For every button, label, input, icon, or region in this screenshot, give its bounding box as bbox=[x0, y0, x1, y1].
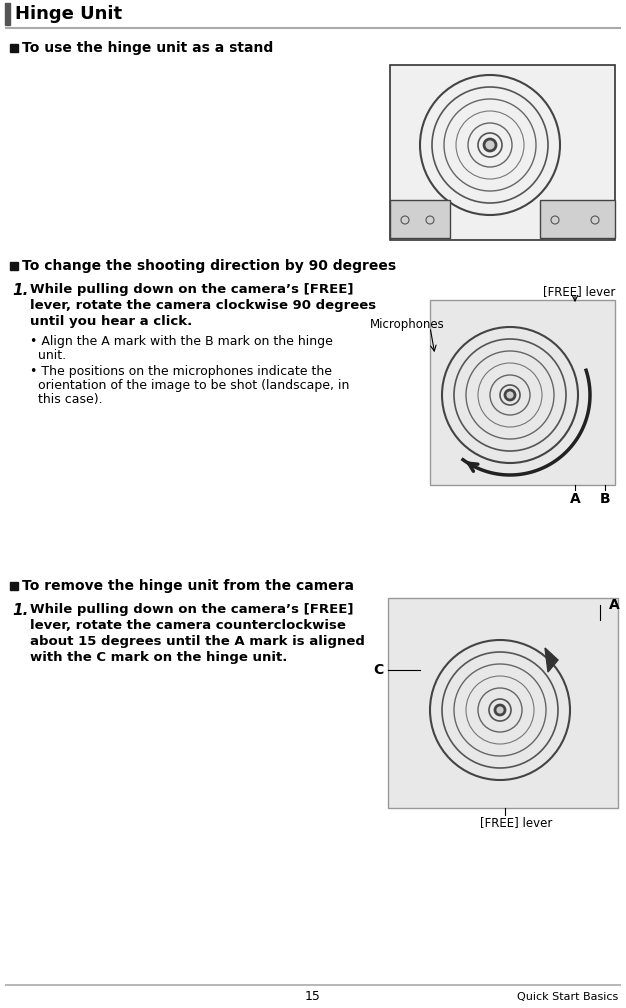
Text: with the C mark on the hinge unit.: with the C mark on the hinge unit. bbox=[30, 651, 287, 664]
Text: 15: 15 bbox=[305, 991, 321, 1004]
Bar bbox=[10, 44, 18, 52]
Text: A: A bbox=[570, 492, 580, 506]
Bar bbox=[5, 3, 10, 25]
Text: [FREE] lever: [FREE] lever bbox=[480, 816, 552, 829]
Text: Microphones: Microphones bbox=[370, 318, 444, 331]
Text: A: A bbox=[608, 598, 619, 612]
Bar bbox=[10, 582, 18, 590]
Text: To remove the hinge unit from the camera: To remove the hinge unit from the camera bbox=[22, 579, 354, 593]
Bar bbox=[10, 262, 18, 270]
Polygon shape bbox=[540, 200, 615, 238]
Text: about 15 degrees until the A mark is aligned: about 15 degrees until the A mark is ali… bbox=[30, 635, 365, 648]
Polygon shape bbox=[545, 648, 558, 672]
Circle shape bbox=[484, 139, 496, 151]
Polygon shape bbox=[390, 65, 615, 240]
Text: C: C bbox=[373, 663, 383, 677]
Text: While pulling down on the camera’s [FREE]: While pulling down on the camera’s [FREE… bbox=[30, 283, 354, 296]
Text: While pulling down on the camera’s [FREE]: While pulling down on the camera’s [FREE… bbox=[30, 603, 354, 616]
Text: 1.: 1. bbox=[12, 603, 28, 618]
Text: To change the shooting direction by 90 degrees: To change the shooting direction by 90 d… bbox=[22, 259, 396, 273]
Text: lever, rotate the camera counterclockwise: lever, rotate the camera counterclockwis… bbox=[30, 619, 346, 632]
Circle shape bbox=[505, 390, 515, 400]
Text: B: B bbox=[600, 492, 610, 506]
Text: To use the hinge unit as a stand: To use the hinge unit as a stand bbox=[22, 41, 274, 55]
Text: orientation of the image to be shot (landscape, in: orientation of the image to be shot (lan… bbox=[38, 379, 349, 392]
Text: lever, rotate the camera clockwise 90 degrees: lever, rotate the camera clockwise 90 de… bbox=[30, 299, 376, 312]
Text: • Align the A mark with the B mark on the hinge: • Align the A mark with the B mark on th… bbox=[30, 335, 333, 348]
Text: 1.: 1. bbox=[12, 283, 28, 298]
Text: Quick Start Basics: Quick Start Basics bbox=[516, 992, 618, 1002]
Text: • The positions on the microphones indicate the: • The positions on the microphones indic… bbox=[30, 365, 332, 378]
Circle shape bbox=[495, 705, 505, 715]
Text: [FREE] lever: [FREE] lever bbox=[543, 285, 615, 298]
FancyBboxPatch shape bbox=[370, 55, 610, 240]
Text: this case).: this case). bbox=[38, 393, 103, 406]
Text: unit.: unit. bbox=[38, 349, 66, 362]
FancyBboxPatch shape bbox=[388, 598, 618, 808]
FancyBboxPatch shape bbox=[430, 300, 615, 485]
Text: until you hear a click.: until you hear a click. bbox=[30, 314, 192, 328]
Text: Hinge Unit: Hinge Unit bbox=[15, 5, 122, 23]
Polygon shape bbox=[390, 200, 450, 238]
